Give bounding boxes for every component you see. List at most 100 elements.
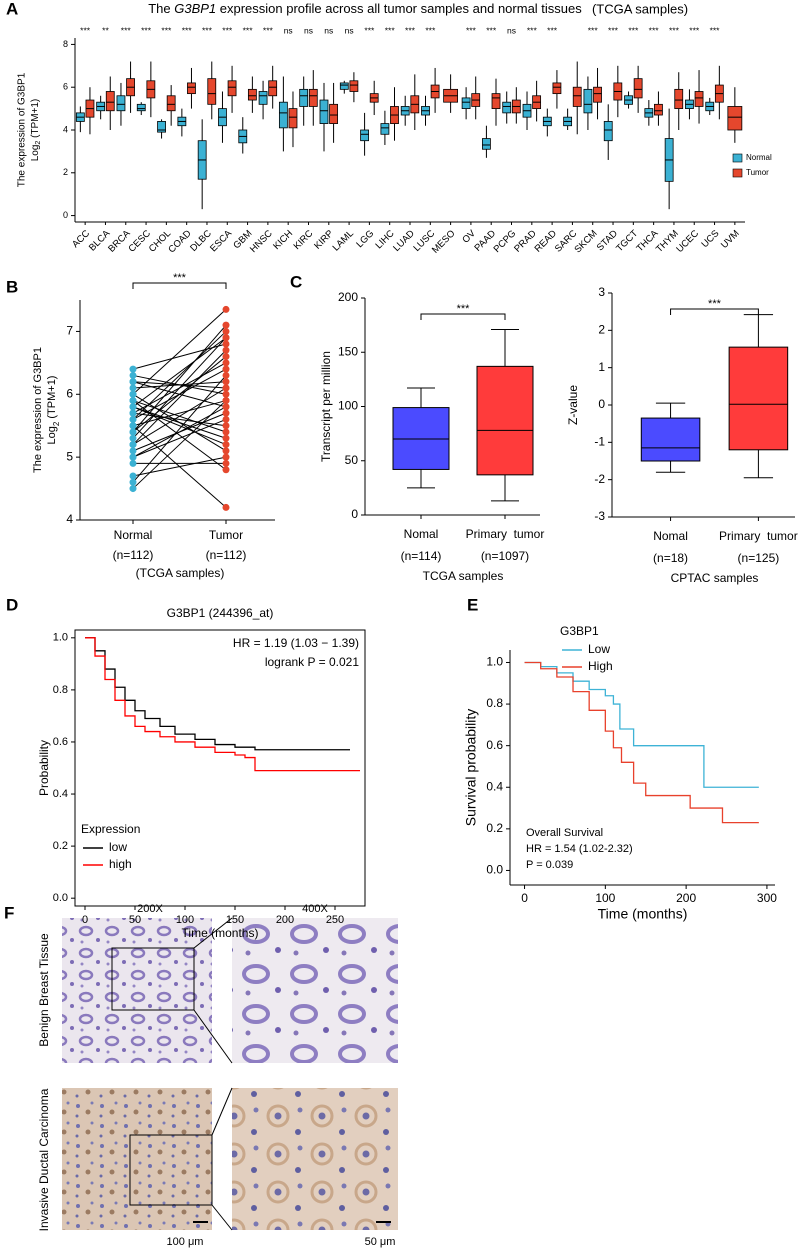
significance: *** — [547, 25, 558, 35]
point — [129, 428, 137, 436]
point — [129, 447, 137, 455]
significance: *** — [466, 25, 477, 35]
x-tick-label: 250 — [326, 914, 344, 926]
point — [222, 346, 230, 354]
annotation: logrank P = 0.021 — [265, 655, 360, 669]
box — [339, 82, 349, 90]
x-axis-label: TCGA samples — [423, 569, 504, 583]
point — [129, 472, 137, 480]
x-tick-label: 50 — [129, 914, 141, 926]
box — [329, 103, 338, 124]
x-tick-label: 0 — [521, 891, 528, 905]
count-label: (n=114) — [401, 549, 442, 563]
x-tick-label: Nomal — [653, 529, 688, 543]
pair-line — [132, 331, 227, 420]
point — [222, 334, 230, 342]
column-label: 400X — [302, 903, 328, 915]
y-tick-label: 6 — [66, 386, 73, 400]
box — [247, 88, 257, 101]
chart-title-part: expression profile across all tumor samp… — [216, 1, 582, 16]
y-tick-label: 1.0 — [486, 655, 503, 669]
chart-title: G3BP1 (244396_at) — [167, 606, 274, 620]
point — [222, 503, 230, 511]
point — [222, 459, 230, 467]
pair-line — [132, 337, 227, 408]
x-tick-label: HNSC — [248, 228, 275, 255]
pair-line — [132, 400, 227, 471]
significance: *** — [202, 25, 213, 35]
pair-line — [132, 406, 227, 446]
legend-title: G3BP1 — [560, 624, 599, 638]
y-tick-label: 0.0 — [486, 863, 503, 877]
y-tick-label: 0.2 — [53, 840, 68, 852]
micrograph — [232, 918, 398, 1063]
significance: *** — [405, 25, 416, 35]
zoom-line — [193, 917, 233, 949]
pair-line — [132, 309, 227, 395]
box — [727, 106, 743, 131]
y-tick-label: 4 — [66, 512, 73, 526]
x-tick-label: 300 — [757, 891, 777, 905]
box — [674, 88, 684, 110]
box — [728, 346, 789, 451]
box — [360, 129, 369, 142]
annotation: Overall Survival — [526, 827, 603, 839]
x-tick-label: 200 — [676, 891, 696, 905]
point — [222, 327, 230, 335]
pair-line — [132, 324, 227, 433]
x-tick-label: COAD — [166, 228, 193, 255]
point — [222, 340, 230, 348]
significance-bracket — [132, 282, 227, 289]
x-axis-label: CPTAC samples — [671, 571, 759, 585]
y-axis-label-part: Log — [30, 145, 41, 162]
box — [227, 80, 237, 97]
count-label: (n=18) — [653, 551, 688, 565]
legend-title: Expression — [81, 822, 140, 836]
x-tick-label: 200 — [276, 914, 294, 926]
pair-line — [132, 368, 227, 420]
point — [129, 397, 137, 405]
box — [157, 121, 166, 133]
x-tick-label: LAML — [331, 228, 356, 253]
y-tick-label: 8 — [63, 39, 68, 49]
count-label: (n=125) — [738, 551, 780, 565]
point — [222, 422, 230, 430]
y-axis-label: Log2 (TPM+1) — [46, 376, 61, 445]
y-axis-label-part: (TPM+1) — [30, 99, 41, 141]
x-tick-label: TGCT — [614, 228, 640, 254]
survival-curve — [85, 637, 360, 772]
scale-label: 50 μm — [365, 1236, 396, 1248]
x-tick-label: Nomal — [404, 527, 439, 541]
box — [552, 82, 562, 95]
box — [308, 88, 318, 107]
y-tick-label: 100 — [338, 399, 358, 413]
box — [288, 108, 298, 129]
y-axis-label: Probability — [37, 740, 51, 796]
x-tick-label: READ — [533, 228, 560, 255]
y-tick-label: 5 — [66, 449, 73, 463]
significance: *** — [608, 25, 619, 35]
y-axis-label-part: 2 — [35, 141, 42, 145]
survival-curve — [524, 661, 759, 824]
point — [222, 453, 230, 461]
legend-label: high — [109, 857, 132, 871]
box — [105, 91, 115, 112]
y-tick-label: 0 — [63, 210, 68, 220]
row-label: Benign Breast Tissue — [37, 933, 51, 1047]
y-axis-label: Z-value — [566, 385, 580, 425]
significance: *** — [243, 25, 254, 35]
box — [461, 97, 471, 110]
count-label: (n=112) — [113, 548, 154, 562]
legend-label: Low — [588, 642, 610, 656]
zoom-line — [193, 1009, 233, 1064]
chart-title-part: G3BP1 — [174, 1, 216, 16]
survival-curve — [85, 637, 350, 751]
box — [476, 365, 534, 476]
x-axis-label: Time (months) — [182, 926, 259, 940]
panel-letter: C — [290, 272, 302, 291]
x-tick-label: Tumor — [209, 528, 243, 542]
box — [603, 121, 613, 142]
zoom-line — [211, 1204, 233, 1231]
x-tick-label: 150 — [226, 914, 244, 926]
zoom-box — [129, 1134, 213, 1206]
